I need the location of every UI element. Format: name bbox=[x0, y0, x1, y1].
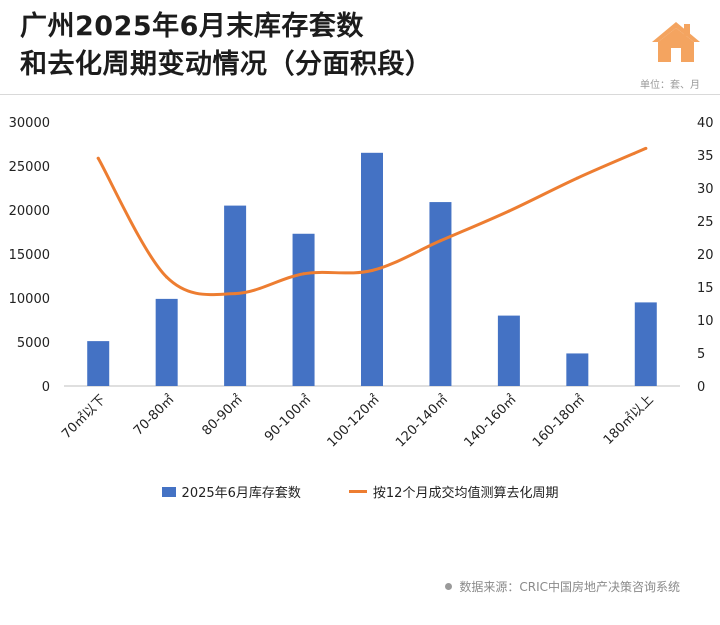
y-left-tick-label: 5000 bbox=[17, 336, 50, 351]
header-divider bbox=[0, 94, 720, 95]
bar-inventory bbox=[634, 302, 657, 386]
legend-swatch-bar bbox=[161, 486, 176, 497]
bar-inventory bbox=[429, 202, 452, 386]
point-cycle bbox=[507, 209, 511, 213]
y-right-tick-label: 40 bbox=[697, 116, 714, 131]
point-cycle bbox=[575, 176, 579, 180]
y-right-tick-label: 35 bbox=[697, 149, 714, 164]
legend-item-inventory: 2025年6月库存套数 bbox=[161, 482, 301, 501]
y-left-tick-label: 15000 bbox=[9, 248, 50, 263]
y-right-tick-label: 25 bbox=[697, 215, 714, 230]
point-cycle bbox=[233, 292, 237, 296]
x-tick-label: 90-100㎡ bbox=[262, 392, 314, 444]
y-left-tick-label: 25000 bbox=[9, 160, 50, 175]
y-left-tick-label: 30000 bbox=[9, 116, 50, 131]
y-right-tick-label: 0 bbox=[697, 380, 705, 395]
legend-item-cycle: 按12个月成交均值测算去化周期 bbox=[348, 482, 559, 501]
bar-inventory bbox=[155, 298, 178, 386]
x-tick-label: 140-160㎡ bbox=[462, 392, 520, 450]
bar-inventory bbox=[224, 205, 247, 386]
point-cycle bbox=[370, 269, 374, 272]
y-right-tick-label: 15 bbox=[697, 281, 714, 296]
point-cycle bbox=[644, 146, 648, 150]
x-tick-label: 120-140㎡ bbox=[393, 392, 451, 450]
x-tick-label: 180㎡以上 bbox=[601, 392, 657, 448]
legend-label-inventory: 2025年6月库存套数 bbox=[181, 486, 301, 501]
legend-label-cycle: 按12个月成交均值测算去化周期 bbox=[372, 486, 559, 501]
point-cycle bbox=[165, 275, 169, 279]
y-right-tick-label: 20 bbox=[697, 248, 714, 263]
y-right-tick-label: 5 bbox=[697, 347, 705, 362]
y-right-tick-label: 30 bbox=[697, 182, 714, 197]
y-right-tick-label: 10 bbox=[697, 314, 714, 329]
x-tick-label: 70-80㎡ bbox=[131, 392, 178, 439]
x-tick-label: 80-90㎡ bbox=[199, 392, 246, 439]
bar-inventory bbox=[87, 341, 110, 386]
point-cycle bbox=[96, 156, 100, 160]
source-dot-icon bbox=[445, 583, 453, 590]
x-tick-label: 70㎡以下 bbox=[59, 392, 109, 442]
y-left-tick-label: 0 bbox=[42, 380, 50, 395]
title-block: 广州2025年6月末库存套数 和去化周期变动情况（分面积段） bbox=[20, 8, 433, 84]
bar-inventory bbox=[497, 315, 520, 386]
x-tick-label: 160-180㎡ bbox=[530, 392, 588, 450]
unit-label: 单位：套、月 bbox=[640, 80, 700, 91]
legend-swatch-line bbox=[348, 490, 367, 493]
y-left-tick-label: 20000 bbox=[9, 204, 50, 219]
source-text: 数据来源：CRIC中国房地产决策咨询系统 bbox=[459, 580, 680, 594]
house-icon bbox=[652, 22, 700, 62]
bar-inventory bbox=[566, 353, 589, 386]
point-cycle bbox=[438, 239, 442, 243]
chart-title-line1: 广州2025年6月末库存套数 bbox=[20, 11, 364, 42]
point-cycle bbox=[302, 272, 306, 276]
x-tick-label: 100-120㎡ bbox=[325, 392, 383, 450]
series-line-cycle bbox=[96, 146, 648, 297]
chart-title-line2: 和去化周期变动情况（分面积段） bbox=[20, 49, 433, 80]
source-note: 数据来源：CRIC中国房地产决策咨询系统 bbox=[445, 578, 680, 595]
legend: 2025年6月库存套数 按12个月成交均值测算去化周期 bbox=[0, 482, 720, 501]
bar-inventory bbox=[292, 233, 315, 386]
y-left-tick-label: 10000 bbox=[9, 292, 50, 307]
